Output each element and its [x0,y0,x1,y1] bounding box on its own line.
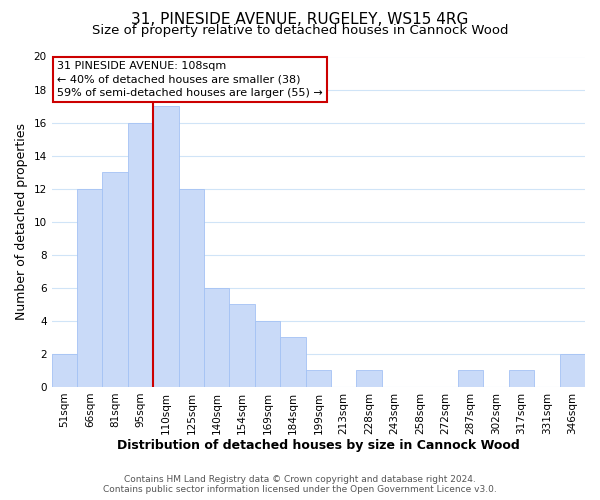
Bar [179,188,204,387]
Text: Contains HM Land Registry data © Crown copyright and database right 2024.
Contai: Contains HM Land Registry data © Crown c… [103,474,497,494]
Y-axis label: Number of detached properties: Number of detached properties [15,123,28,320]
Bar [204,288,229,387]
Bar [509,370,534,387]
Text: 31 PINESIDE AVENUE: 108sqm
← 40% of detached houses are smaller (38)
59% of semi: 31 PINESIDE AVENUE: 108sqm ← 40% of deta… [57,62,323,98]
X-axis label: Distribution of detached houses by size in Cannock Wood: Distribution of detached houses by size … [117,440,520,452]
Bar [280,338,305,387]
Text: Size of property relative to detached houses in Cannock Wood: Size of property relative to detached ho… [92,24,508,37]
Bar [103,172,128,387]
Bar [458,370,484,387]
Bar [229,304,255,387]
Bar [77,188,103,387]
Bar [128,122,153,387]
Text: 31, PINESIDE AVENUE, RUGELEY, WS15 4RG: 31, PINESIDE AVENUE, RUGELEY, WS15 4RG [131,12,469,28]
Bar [52,354,77,387]
Bar [255,321,280,387]
Bar [356,370,382,387]
Bar [305,370,331,387]
Bar [153,106,179,387]
Bar [560,354,585,387]
